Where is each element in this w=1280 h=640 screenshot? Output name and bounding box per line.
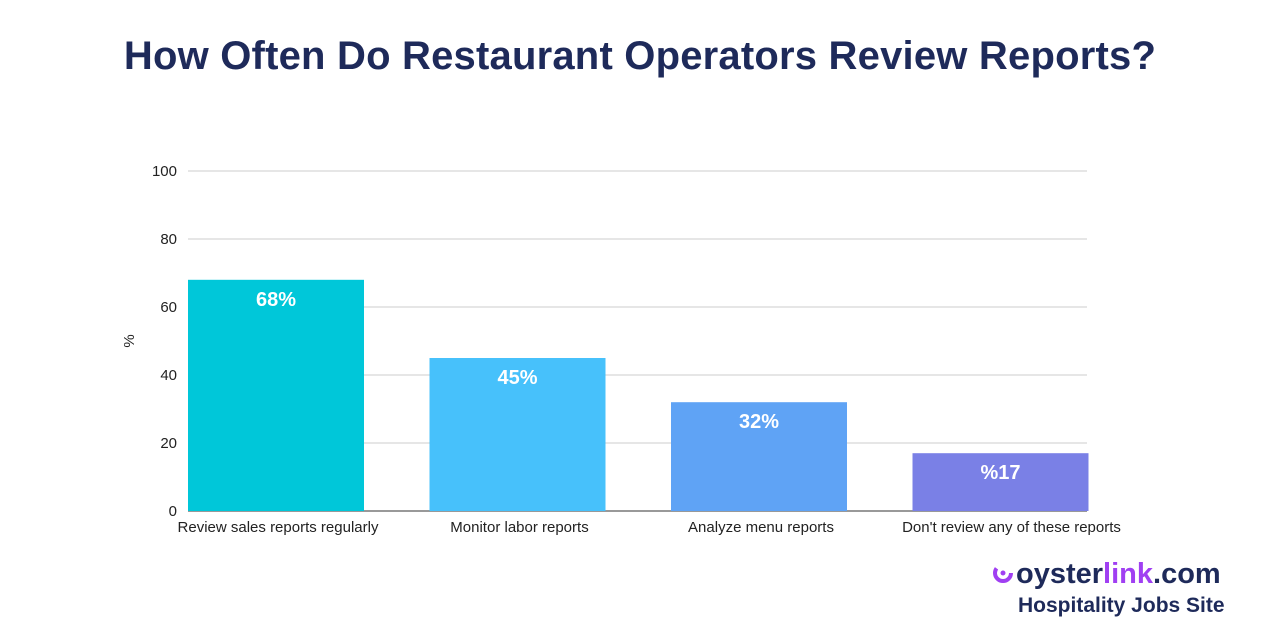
bar [188, 279, 364, 511]
bar-data-label: 32% [739, 411, 779, 433]
bar [671, 402, 847, 511]
y-tick-label: 100 [152, 163, 177, 180]
x-tick-label: Review sales reports regularly [178, 519, 379, 536]
y-axis-label: % [121, 334, 138, 347]
bar [912, 453, 1089, 511]
y-tick-label: 0 [169, 503, 177, 520]
bar-data-label: %17 [980, 462, 1020, 484]
logo-tagline: Hospitality Jobs Site [1018, 594, 1225, 617]
oysterlink-logo: oysterlink.com Hospitality Jobs Site [992, 556, 1262, 626]
logo-text-oyster: oyster [1016, 558, 1104, 590]
x-axis-ticks: Review sales reports regularly Monitor la… [178, 519, 1121, 536]
y-tick-label: 20 [160, 435, 177, 452]
y-axis-ticks: 0 20 40 60 80 100 [152, 163, 177, 520]
logo-text-com: .com [1153, 558, 1221, 590]
y-tick-label: 60 [160, 299, 177, 316]
x-tick-label: Analyze menu reports [688, 519, 834, 536]
bar-data-label: 45% [497, 367, 537, 389]
chart-title: How Often Do Restaurant Operators Review… [123, 34, 1157, 78]
y-tick-label: 80 [160, 231, 177, 248]
x-tick-label: Don't review any of these reports [902, 519, 1121, 536]
x-tick-label: Monitor labor reports [450, 519, 588, 536]
logo-mark-icon [992, 557, 1014, 593]
bars [188, 279, 1089, 511]
logo-text-link: link [1103, 558, 1154, 590]
bar-value-labels: 68% 45% 32% %17 [256, 289, 1021, 484]
y-tick-label: 40 [160, 367, 177, 384]
bar [429, 358, 606, 511]
bar-data-label: 68% [256, 289, 296, 311]
logo-wordmark: oysterlink.com [992, 556, 1221, 592]
